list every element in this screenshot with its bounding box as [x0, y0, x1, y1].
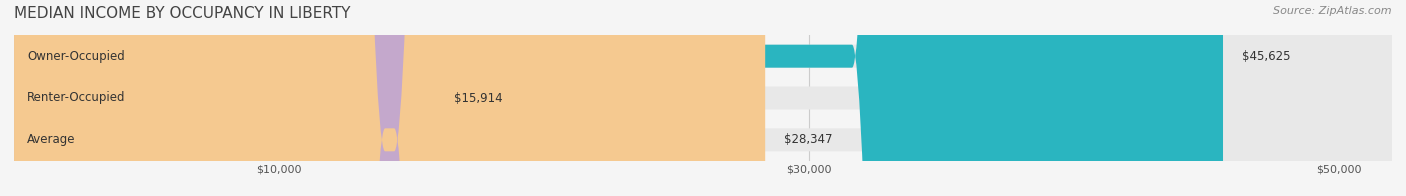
FancyBboxPatch shape: [14, 0, 765, 196]
Text: $28,347: $28,347: [783, 133, 832, 146]
FancyBboxPatch shape: [14, 0, 1223, 196]
Text: Source: ZipAtlas.com: Source: ZipAtlas.com: [1274, 6, 1392, 16]
Text: $15,914: $15,914: [454, 92, 503, 104]
Text: Renter-Occupied: Renter-Occupied: [27, 92, 125, 104]
Text: MEDIAN INCOME BY OCCUPANCY IN LIBERTY: MEDIAN INCOME BY OCCUPANCY IN LIBERTY: [14, 6, 350, 21]
Text: $45,625: $45,625: [1241, 50, 1291, 63]
FancyBboxPatch shape: [14, 0, 1392, 196]
Text: Average: Average: [27, 133, 76, 146]
FancyBboxPatch shape: [14, 0, 436, 196]
FancyBboxPatch shape: [14, 0, 1392, 196]
Text: Owner-Occupied: Owner-Occupied: [27, 50, 125, 63]
FancyBboxPatch shape: [14, 0, 1392, 196]
